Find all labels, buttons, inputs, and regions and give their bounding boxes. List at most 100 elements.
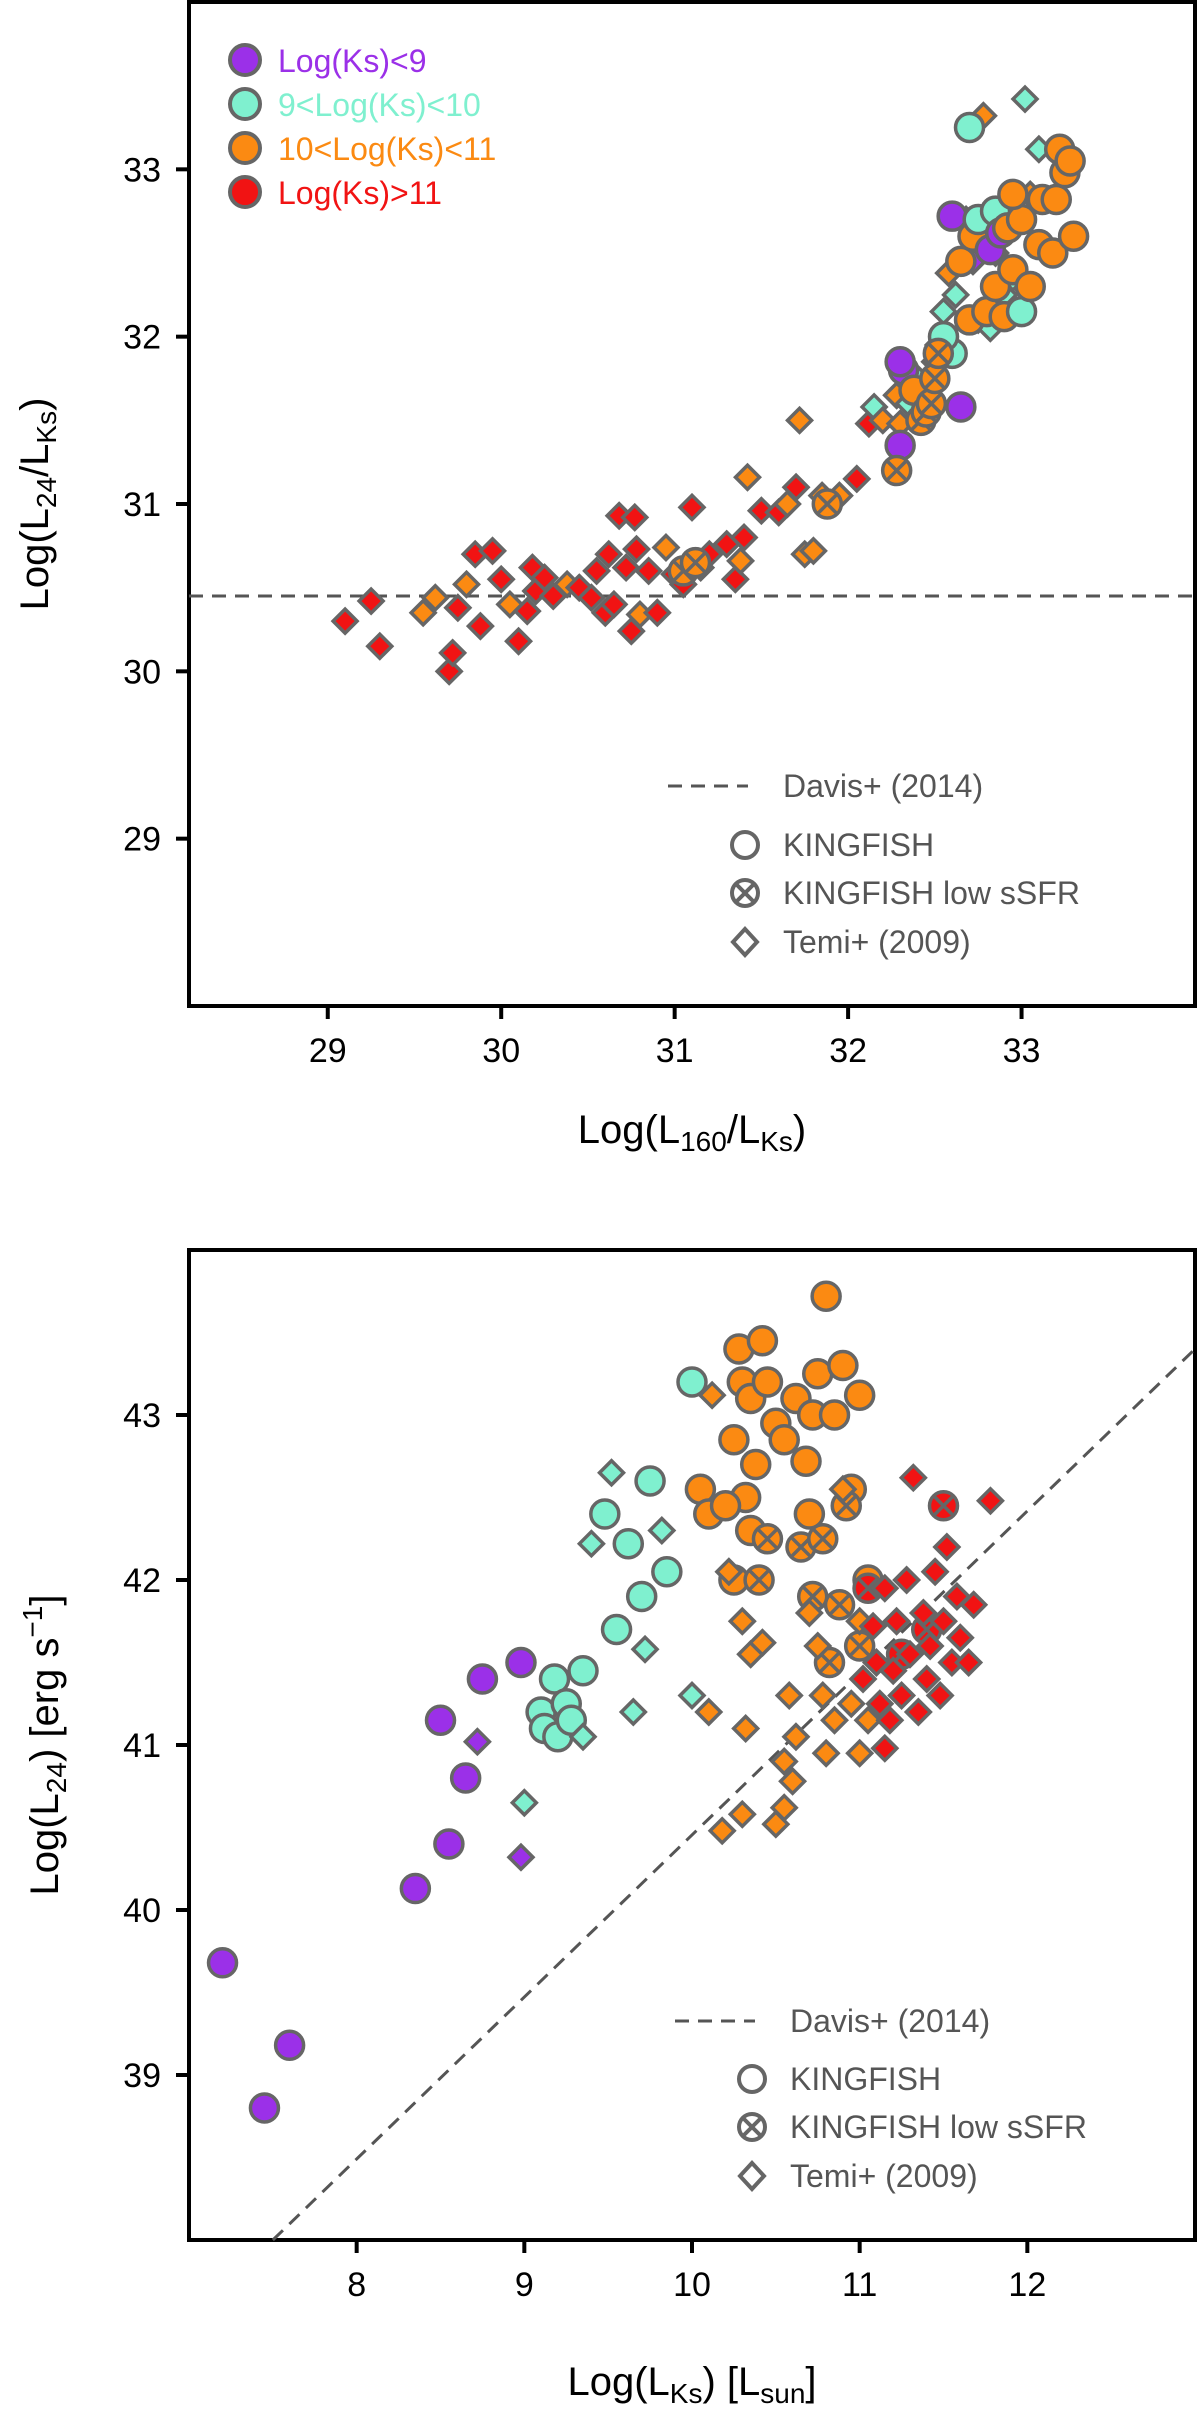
bottom-point-crossed-circle-red: [852, 1572, 884, 1604]
bottom-point-diamond-orange: [774, 1681, 804, 1710]
top-point-diamond-red: [365, 631, 395, 661]
bottom-point-circle-purple: [505, 1646, 537, 1679]
bottom-point-diamond-purple: [462, 1727, 492, 1757]
bottom-point-diamond-red: [912, 1664, 942, 1694]
top-point-circle-cyan: [953, 111, 986, 144]
top-x-tick-label: 33: [1003, 1032, 1041, 1070]
top-x-ticks: 29 30 31 32 33: [309, 1006, 1041, 1070]
top-point-diamond-red: [438, 638, 468, 668]
top-point-circle-orange: [945, 245, 977, 278]
top-legend-davis: Davis+ (2014): [783, 768, 983, 804]
bottom-legend-kingfish-low: KINGFISH low sSFR: [790, 2109, 1087, 2145]
bottom-point-circle-cyan: [612, 1527, 645, 1560]
bottom-point-diamond-red: [920, 1557, 950, 1587]
bottom-point-diamond-cyan: [630, 1634, 660, 1664]
bottom-davis-line: [271, 1347, 1197, 2242]
top-point-diamond-cyan: [941, 280, 971, 310]
legend-purple-label: Log(Ks)<9: [278, 43, 427, 79]
top-point-diamond-red: [594, 539, 624, 569]
bottom-point-crossed-circle-orange: [743, 1564, 775, 1596]
bottom-point-diamond-orange: [836, 1689, 866, 1719]
bottom-point-circle-cyan: [625, 1580, 658, 1613]
bottom-legend-davis: Davis+ (2014): [790, 2003, 990, 2039]
top-point-diamond-red: [781, 472, 811, 502]
bottom-x-tick-label: 11: [842, 2266, 877, 2304]
top-point-diamond-red: [465, 611, 495, 641]
bottom-point-diamond-orange: [727, 1799, 757, 1829]
top-point-diamond-orange: [452, 569, 481, 599]
top-y-ticks: 29 30 31 32 33: [123, 151, 189, 859]
top-point-crossed-circle-orange: [880, 454, 913, 487]
bottom-point-crossed-circle-orange: [807, 1523, 839, 1555]
bottom-point-diamond-red: [903, 1697, 933, 1727]
bottom-point-diamond-cyan: [647, 1516, 677, 1545]
top-point-diamond-red: [634, 556, 664, 586]
top-point-circle-purple: [884, 346, 916, 378]
bottom-y-ticks: 39 40 41 42 43: [123, 1397, 189, 2095]
top-point-diamond-orange: [726, 546, 756, 576]
bottom-y-tick-label: 40: [123, 1892, 161, 1930]
top-point-diamond-red: [620, 502, 650, 532]
top-y-tick-label: 29: [123, 821, 161, 859]
top-point-crossed-circle-orange: [915, 387, 948, 420]
bottom-point-diamond-red: [929, 1606, 958, 1636]
top-point-diamond-red: [434, 656, 464, 686]
top-point-diamond-red: [677, 492, 707, 522]
top-point-diamond-red: [582, 556, 612, 586]
bottom-point-circle-cyan: [634, 1465, 666, 1497]
top-legend-crossed-sample: [730, 878, 760, 908]
bottom-point-diamond-red: [975, 1486, 1005, 1516]
top-y-tick-label: 31: [123, 486, 161, 524]
bottom-point-diamond-red: [954, 1648, 984, 1677]
bottom-point-circle-orange: [827, 1349, 859, 1382]
bottom-point-diamond-cyan: [509, 1788, 539, 1818]
top-point-circle-purple: [945, 391, 977, 423]
bottom-point-diamond-cyan: [576, 1529, 606, 1559]
top-point-diamond-orange: [733, 462, 762, 492]
bottom-point-circle-cyan: [538, 1663, 571, 1695]
top-x-axis-label: Log(L160/LKs): [578, 1108, 806, 1157]
top-x-tick-label: 32: [829, 1032, 867, 1070]
top-point-diamond-red: [622, 534, 651, 564]
bottom-point-circle-orange: [751, 1366, 784, 1398]
bottom-point-diamond-orange: [811, 1738, 841, 1768]
bottom-point-diamond-red: [870, 1733, 900, 1763]
top-point-diamond-cyan: [1010, 84, 1040, 114]
bottom-point-crossed-circle-orange: [751, 1523, 784, 1555]
bottom-point-diamond-orange: [778, 1766, 808, 1796]
bottom-point-circle-purple: [273, 2029, 306, 2062]
legend-cyan-label: 9<Log(Ks)<10: [278, 87, 481, 123]
bottom-point-diamond-cyan: [618, 1697, 648, 1727]
bottom-point-circle-cyan: [589, 1498, 621, 1530]
bottom-point-crossed-circle-orange: [843, 1630, 876, 1662]
bottom-y-tick-label: 43: [123, 1397, 161, 1435]
top-legend-kingfish: KINGFISH: [783, 827, 934, 863]
bottom-point-crossed-circle-orange: [823, 1589, 856, 1621]
top-point-diamond-red: [729, 522, 759, 552]
top-legend-diamond-sample: [730, 926, 760, 958]
bottom-point-diamond-orange: [769, 1793, 799, 1823]
top-point-diamond-red: [356, 586, 386, 616]
bottom-point-circle-cyan: [567, 1655, 599, 1687]
legend-cyan-marker: [228, 87, 262, 121]
top-point-diamond-orange: [651, 533, 681, 562]
bottom-point-circle-cyan: [651, 1556, 683, 1588]
bottom-point-diamond-red: [895, 1639, 925, 1669]
bottom-point-circle-purple: [466, 1663, 499, 1695]
top-point-diamond-orange: [408, 598, 438, 628]
bottom-point-circle-cyan: [600, 1613, 633, 1646]
top-point-diamond-red: [330, 606, 360, 636]
bottom-point-diamond-orange: [697, 1380, 727, 1410]
bottom-point-diamond-orange: [781, 1722, 811, 1752]
bottom-point-diamond-orange: [828, 1474, 858, 1504]
bottom-point-circle-orange: [810, 1280, 842, 1312]
top-point-diamond-red: [746, 496, 776, 526]
top-point-circle-orange: [1054, 145, 1086, 177]
bottom-legend-diamond-sample: [737, 2160, 767, 2192]
bottom-point-diamond-orange: [853, 1705, 883, 1735]
bottom-point-circle-orange: [790, 1445, 822, 1477]
bottom-point-diamond-red: [858, 1611, 888, 1641]
bottom-point-diamond-orange: [803, 1631, 833, 1661]
bottom-point-diamond-orange: [694, 1697, 724, 1727]
